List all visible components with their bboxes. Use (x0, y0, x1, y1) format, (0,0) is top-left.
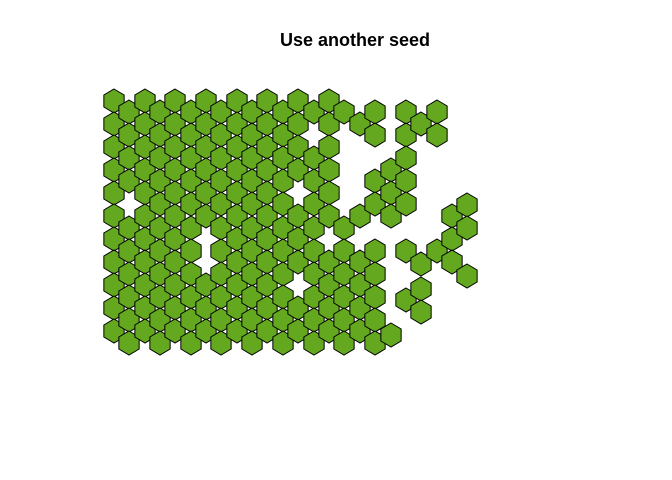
hexagon-cell (410, 299, 432, 325)
hexagon-cell (364, 122, 386, 148)
hexagon-cell (333, 99, 355, 125)
hexagon-cell (426, 122, 448, 148)
hexagon-cell (456, 215, 478, 241)
hexagon-cell (395, 238, 417, 264)
hexagon-cell (395, 191, 417, 217)
hexagon-cell (456, 263, 478, 289)
chart-title: Use another seed (280, 30, 430, 50)
hexagon-cell (441, 249, 463, 275)
hexagon-cell (380, 322, 402, 348)
hexagon-cells (103, 88, 478, 356)
